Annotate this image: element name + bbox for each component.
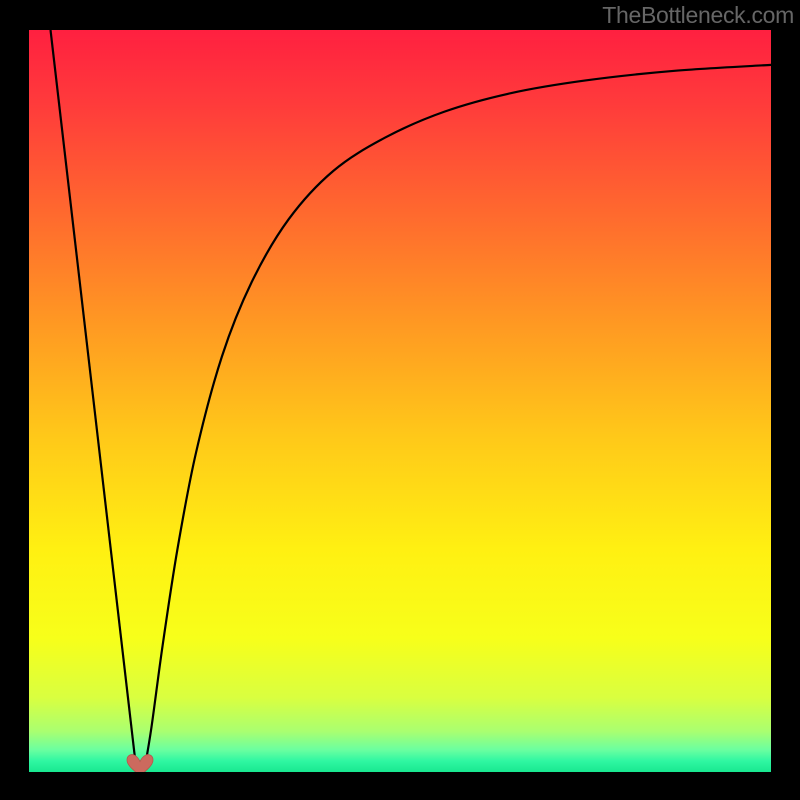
- heart-shape: [127, 754, 153, 772]
- chart-plot-area: [29, 30, 771, 772]
- curve-left-branch: [51, 30, 137, 772]
- curve-right-branch: [144, 65, 771, 772]
- bottleneck-curve: [29, 30, 771, 772]
- watermark-text: TheBottleneck.com: [602, 2, 794, 29]
- minimum-marker-icon: [126, 753, 154, 772]
- chart-frame: [29, 30, 771, 772]
